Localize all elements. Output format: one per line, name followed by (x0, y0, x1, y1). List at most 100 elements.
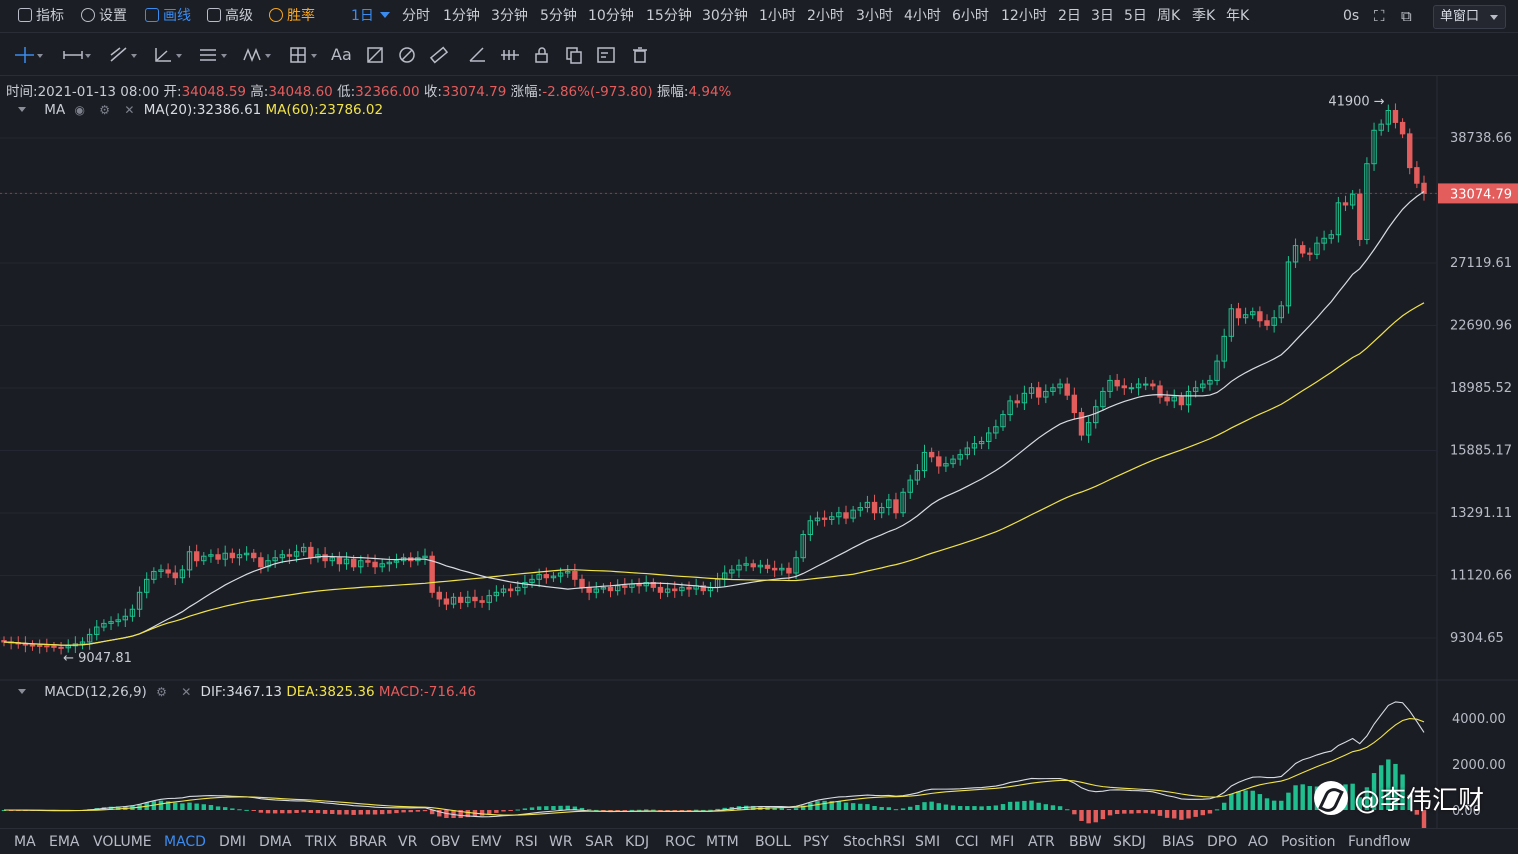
dif-value: DIF:3467.13 (200, 684, 283, 700)
indicator-tab-mtm[interactable]: MTM (706, 834, 739, 850)
indicator-tab-emv[interactable]: EMV (471, 834, 502, 850)
popout-icon[interactable]: ⧉ (1401, 7, 1412, 25)
period-4[interactable]: 5分钟 (540, 0, 577, 33)
gear-icon[interactable]: ⚙ (156, 685, 167, 699)
period-6[interactable]: 15分钟 (646, 0, 692, 33)
indicator-tab-cci[interactable]: CCI (955, 834, 979, 850)
indicator-tab-fundflow[interactable]: Fundflow (1348, 834, 1411, 850)
period-8[interactable]: 1小时 (759, 0, 796, 33)
period-15[interactable]: 3日 (1091, 0, 1114, 33)
indicator-tab-mfi[interactable]: MFI (990, 834, 1015, 850)
indicator-tab-vr[interactable]: VR (398, 834, 418, 850)
indicator-tab-bbw[interactable]: BBW (1069, 834, 1102, 850)
indicator-tab-ao[interactable]: AO (1248, 834, 1269, 850)
winrate-button[interactable]: 胜率 (269, 0, 315, 33)
period-3[interactable]: 3分钟 (491, 0, 528, 33)
settings-button[interactable]: 设置 (81, 0, 127, 33)
eye-icon[interactable]: ◉ (74, 103, 85, 117)
text-tool[interactable]: Aa (331, 42, 361, 68)
advanced-button[interactable]: 高级 (207, 0, 253, 33)
macd-histogram-bar (544, 806, 549, 810)
horizontal-ray-tool[interactable] (60, 42, 91, 68)
period-11[interactable]: 4小时 (904, 0, 941, 33)
collapse-icon[interactable] (18, 689, 26, 694)
indicator-tab-position[interactable]: Position (1281, 834, 1336, 850)
indicator-tab-volume[interactable]: VOLUME (93, 834, 152, 850)
indicator-tab-obv[interactable]: OBV (430, 834, 460, 850)
indicator-tab-atr[interactable]: ATR (1028, 834, 1055, 850)
kline-chart[interactable]: 38738.66 27119.61 22690.96 18985.52 15885.17… (0, 76, 1518, 828)
indicator-tab-dmi[interactable]: DMI (219, 834, 246, 850)
indicator-tab-boll[interactable]: BOLL (755, 834, 791, 850)
period-10[interactable]: 3小时 (856, 0, 893, 33)
indicator-tab-stochrsi[interactable]: StochRSI (843, 834, 906, 850)
candle-body (1114, 379, 1120, 387)
lock-tool[interactable] (530, 42, 560, 68)
indicator-tab-wr[interactable]: WR (549, 834, 573, 850)
period-14[interactable]: 2日 (1058, 0, 1081, 33)
trash-tool[interactable] (628, 42, 658, 68)
angle-tool[interactable] (151, 42, 182, 68)
period-17[interactable]: 周K (1157, 0, 1180, 33)
period-18[interactable]: 季K (1192, 0, 1215, 33)
period-1[interactable]: 分时 (402, 0, 430, 33)
rect-tool[interactable] (286, 42, 317, 68)
candle-body (971, 443, 978, 449)
settings-label: 设置 (99, 8, 127, 24)
indicators-button[interactable]: 指标 (18, 0, 64, 33)
indicator-tab-psy[interactable]: PSY (803, 834, 829, 850)
fullscreen-icon[interactable]: ⛶ (1374, 7, 1385, 25)
period-7[interactable]: 30分钟 (702, 0, 748, 33)
period-0[interactable]: 1日 (351, 0, 390, 33)
macd-histogram-bar (1079, 810, 1084, 821)
gear-icon[interactable]: ⚙ (99, 103, 111, 117)
close-icon[interactable]: ✕ (124, 103, 135, 117)
macd-histogram-bar (836, 801, 842, 810)
indicator-tab-ma[interactable]: MA (14, 834, 36, 850)
period-5[interactable]: 10分钟 (588, 0, 634, 33)
indicator-tab-roc[interactable]: ROC (665, 834, 696, 850)
period-2[interactable]: 1分钟 (443, 0, 480, 33)
brush-tool[interactable] (395, 42, 425, 68)
draw-button[interactable]: 画线 (145, 0, 191, 33)
gear-icon (81, 8, 95, 22)
template-tool[interactable] (594, 42, 624, 68)
indicator-tab-sar[interactable]: SAR (585, 834, 614, 850)
crosshair-tool[interactable] (12, 42, 43, 68)
macd-histogram-bar (322, 810, 328, 814)
parallel-tool[interactable] (196, 42, 227, 68)
macd-histogram-bar (800, 805, 806, 810)
indicator-tab-dpo[interactable]: DPO (1207, 834, 1238, 850)
window-mode-select[interactable]: 单窗口 (1433, 5, 1506, 29)
indicator-tab-dma[interactable]: DMA (259, 834, 292, 850)
candle-body (729, 569, 735, 574)
period-16[interactable]: 5日 (1124, 0, 1147, 33)
period-12[interactable]: 6小时 (952, 0, 989, 33)
wave-tool[interactable] (240, 42, 271, 68)
trend-line-tool[interactable] (106, 42, 137, 68)
indicator-tab-skdj[interactable]: SKDJ (1113, 834, 1146, 850)
indicator-tab-brar[interactable]: BRAR (349, 834, 388, 850)
period-9[interactable]: 2小时 (807, 0, 844, 33)
indicator-tab-kdj[interactable]: KDJ (625, 834, 650, 850)
indicator-tab-ema[interactable]: EMA (49, 834, 80, 850)
pattern-tool[interactable] (363, 42, 393, 68)
pen-tool[interactable] (465, 42, 495, 68)
period-19[interactable]: 年K (1226, 0, 1249, 33)
candle-body (1185, 390, 1192, 406)
candle-body (1207, 379, 1213, 385)
indicator-tab-smi[interactable]: SMI (915, 834, 941, 850)
indicator-tab-trix[interactable]: TRIX (305, 834, 337, 850)
indicator-tab-rsi[interactable]: RSI (515, 834, 538, 850)
indicator-tab-bias[interactable]: BIAS (1162, 834, 1195, 850)
measure-tool[interactable] (497, 42, 527, 68)
ruler-tool[interactable] (427, 42, 457, 68)
candle-body (664, 588, 671, 593)
clone-tool[interactable] (562, 42, 592, 68)
period-13[interactable]: 12小时 (1001, 0, 1047, 33)
indicator-tab-macd[interactable]: MACD (164, 834, 206, 850)
close-icon[interactable]: ✕ (181, 685, 192, 699)
macd-histogram-bar (779, 808, 785, 810)
collapse-icon[interactable] (18, 107, 26, 112)
pencil-icon (145, 8, 159, 22)
